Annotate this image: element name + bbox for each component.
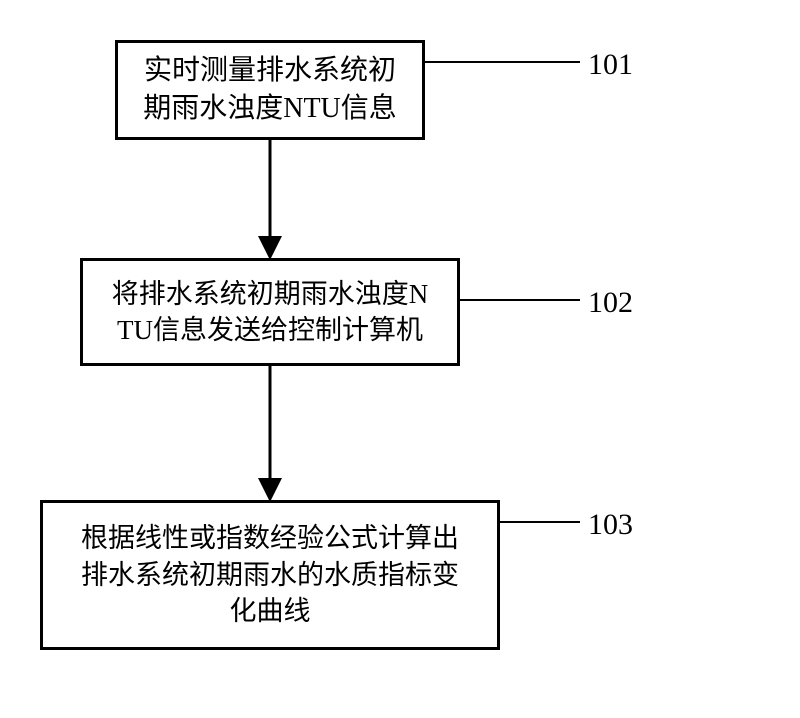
- flow-step-2-text: 将排水系统初期雨水浊度N TU信息发送给控制计算机: [112, 276, 429, 349]
- flow-step-1: 实时测量排水系统初 期雨水浊度NTU信息: [115, 40, 425, 140]
- flow-step-2-label: 102: [588, 286, 633, 320]
- flow-step-1-label: 101: [588, 48, 633, 82]
- flowchart-canvas: 实时测量排水系统初 期雨水浊度NTU信息 101 将排水系统初期雨水浊度N TU…: [0, 0, 800, 718]
- flow-step-3-label: 103: [588, 508, 633, 542]
- flow-step-3-text: 根据线性或指数经验公式计算出 排水系统初期雨水的水质指标变 化曲线: [81, 520, 459, 629]
- flow-step-1-text: 实时测量排水系统初 期雨水浊度NTU信息: [143, 52, 397, 128]
- flow-step-2: 将排水系统初期雨水浊度N TU信息发送给控制计算机: [80, 258, 460, 366]
- flow-step-3: 根据线性或指数经验公式计算出 排水系统初期雨水的水质指标变 化曲线: [40, 500, 500, 650]
